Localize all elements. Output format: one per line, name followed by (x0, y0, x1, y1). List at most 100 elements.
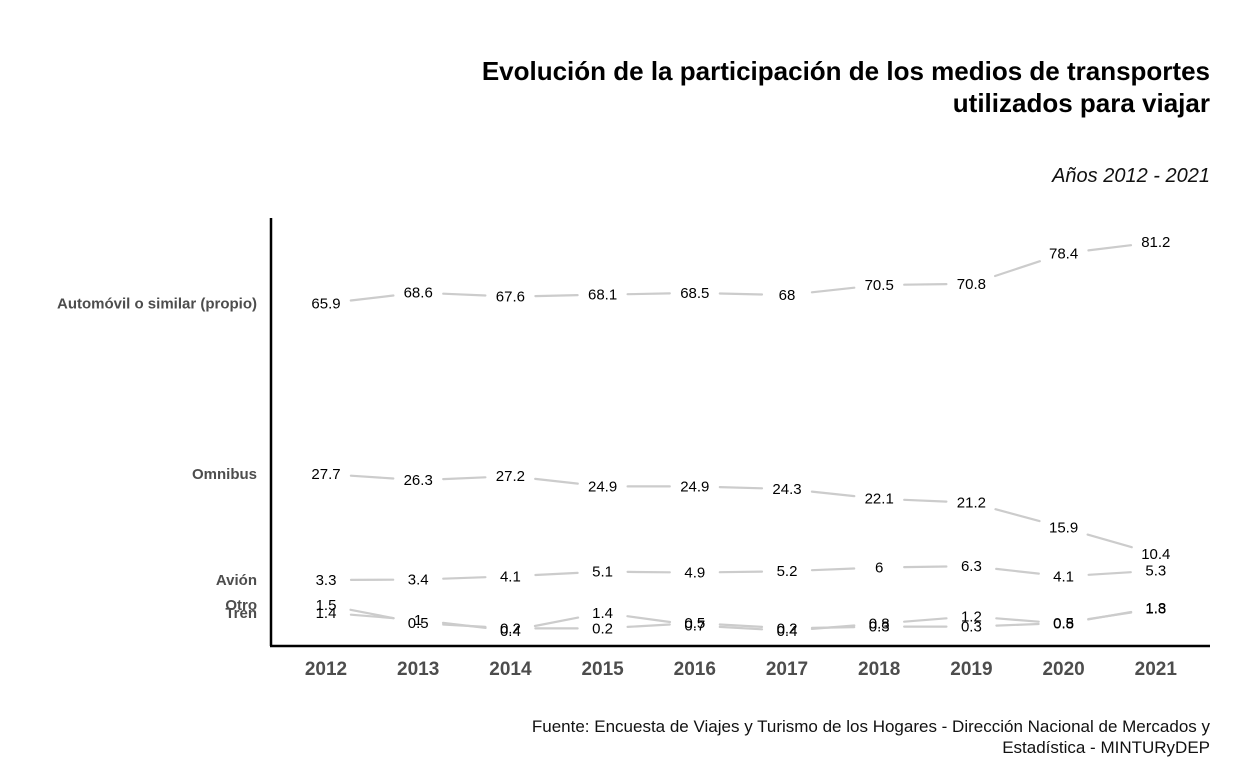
data-label: 70.8 (957, 276, 986, 293)
data-label: 24.3 (772, 481, 801, 498)
data-label: 0.5 (1053, 615, 1074, 632)
data-label: 81.2 (1141, 234, 1170, 251)
x-tick-label: 2018 (858, 659, 900, 680)
x-tick-label: 2020 (1042, 659, 1084, 680)
series-segment (810, 490, 856, 498)
series-segment (442, 292, 487, 297)
series-segment (995, 567, 1040, 575)
series-name-label: Automóvil o similar (propio) (57, 295, 257, 312)
series-segment (718, 292, 764, 296)
source-note: Fuente: Encuesta de Viajes y Turismo de … (531, 717, 1210, 757)
series-segment (903, 283, 948, 286)
series-segment (995, 622, 1040, 627)
chart-subtitle: Años 2012 - 2021 (1052, 165, 1210, 187)
series-segment (626, 292, 671, 296)
series-segment (442, 476, 487, 481)
x-tick-label: 2017 (766, 659, 808, 680)
value-labels: 65.9 68.6 67.6 68.1 68.5 68 70.5 70.8 78.4 81.2 27… (311, 234, 1170, 640)
series-segment (810, 567, 856, 572)
data-label: 68.6 (404, 285, 433, 302)
data-label: 0.3 (961, 619, 982, 636)
data-label: 0.3 (869, 619, 890, 636)
series-segment (626, 615, 672, 624)
series-segment (534, 571, 579, 577)
data-label: 1.8 (1145, 600, 1166, 617)
data-label: 27.7 (311, 466, 340, 483)
x-tick-label: 2015 (581, 659, 624, 680)
data-label: 1.5 (316, 597, 337, 614)
connector-lines (349, 244, 1133, 631)
series-name-label: Tren (225, 605, 257, 622)
series-segment (718, 625, 764, 631)
data-label: 24.9 (588, 478, 617, 495)
series-segment (1087, 610, 1133, 621)
data-label: 0.8 (869, 616, 890, 633)
series-segment (903, 498, 948, 503)
data-label: 68.1 (588, 287, 617, 304)
series-segment (533, 616, 580, 628)
x-axis-ticks: 2012 2013 2014 2015 2016 2017 2018 2019 2020 2021 (305, 659, 1178, 680)
series-segment (718, 486, 764, 490)
data-label: 78.4 (1049, 245, 1078, 262)
data-label: 15.9 (1049, 520, 1078, 537)
data-label: 6 (875, 560, 883, 577)
series-segment (810, 286, 856, 294)
data-label: 0.5 (684, 615, 705, 632)
data-label: 65.9 (311, 295, 340, 312)
x-tick-label: 2019 (950, 659, 992, 680)
data-label: 0.8 (1053, 616, 1074, 633)
data-label: 5.2 (777, 563, 798, 580)
x-tick-label: 2014 (489, 659, 532, 680)
series-segment (994, 508, 1041, 523)
data-label: 26.3 (404, 472, 433, 489)
series-segment (626, 623, 671, 629)
x-tick-label: 2021 (1135, 659, 1178, 680)
data-label: 3.3 (316, 572, 337, 589)
data-label: 1.3 (1145, 601, 1166, 618)
data-label: 0.7 (684, 617, 705, 634)
series-name-label: Avión (216, 572, 257, 589)
series-segment (1087, 244, 1133, 252)
data-label: 27.2 (496, 468, 525, 485)
data-label: 4.1 (1053, 568, 1074, 585)
series-segment (995, 617, 1040, 623)
data-label: 1.4 (316, 605, 337, 622)
series-segment (441, 621, 487, 630)
data-label: 0.2 (777, 620, 798, 637)
row-labels: Automóvil o similar (propio) Omnibus Avión… (57, 295, 257, 621)
data-label: 5.3 (1145, 563, 1166, 580)
series-segment (534, 477, 579, 485)
data-label: 1 (414, 612, 422, 629)
chart-title: Evolución de la participación de los med… (481, 56, 1210, 118)
series-segment (993, 260, 1042, 278)
data-label: 4.9 (684, 565, 705, 582)
data-label: 5.1 (592, 564, 613, 581)
data-label: 0.2 (592, 620, 613, 637)
data-label: 0.4 (777, 623, 798, 640)
data-label: 10.4 (1141, 546, 1170, 563)
x-tick-label: 2016 (674, 659, 716, 680)
data-label: 68.5 (680, 285, 709, 302)
series-segment (442, 576, 487, 580)
data-label: 70.5 (865, 277, 894, 294)
data-label: 24.9 (680, 478, 709, 495)
x-tick-label: 2013 (397, 659, 439, 680)
series-segment (718, 570, 764, 574)
series-segment (902, 617, 948, 623)
series-segment (903, 565, 948, 569)
series-segment (349, 613, 395, 620)
data-label: 67.6 (496, 289, 525, 306)
series-segment (810, 624, 856, 631)
data-label: 4.1 (500, 568, 521, 585)
data-label: 0.4 (500, 623, 521, 640)
data-label: 3.4 (408, 572, 429, 589)
series-segment (1087, 571, 1132, 576)
series-segment (1086, 533, 1133, 549)
series-segment (534, 294, 579, 298)
series-segment (718, 623, 764, 629)
x-tick-label: 2012 (305, 659, 347, 680)
data-label: 22.1 (865, 491, 894, 508)
series-segment (349, 294, 395, 302)
data-label: 0.5 (408, 615, 429, 632)
